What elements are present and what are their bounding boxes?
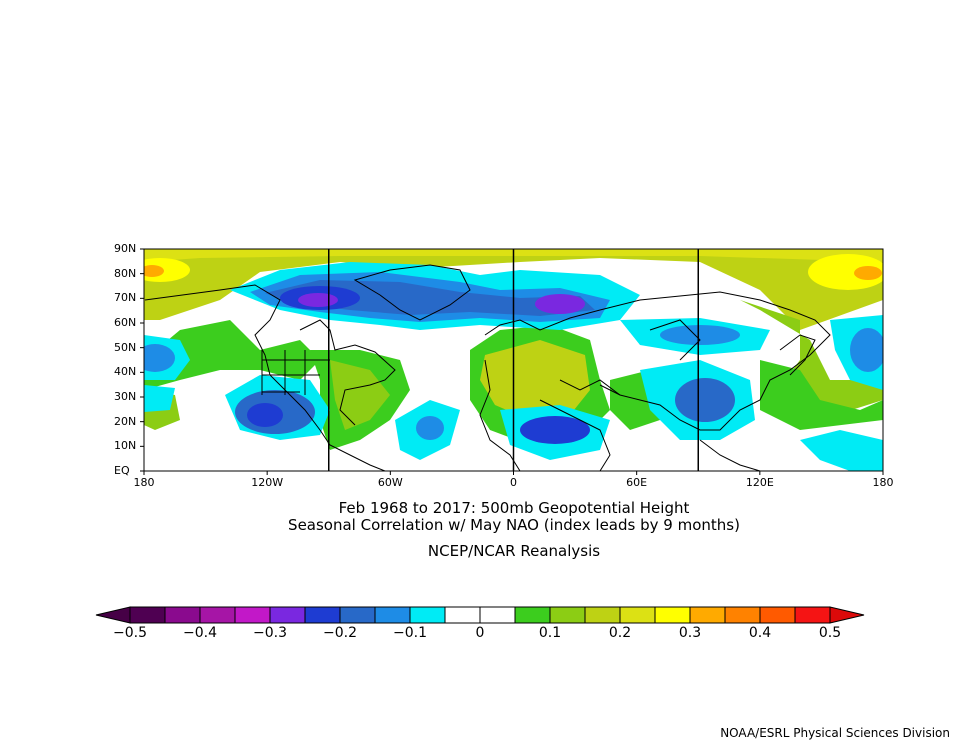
axis-ticks — [140, 248, 884, 475]
lon-label: 60W — [377, 476, 403, 489]
lat-label: 30N — [114, 390, 137, 403]
lon-label: 120E — [745, 476, 774, 489]
lat-label: 70N — [114, 291, 137, 305]
colorbar-swatch-15 — [654, 606, 691, 624]
colorbar-swatch-7 — [374, 606, 411, 624]
colorbar-tick-label: 0 — [475, 625, 485, 641]
colorbar-right-arrow — [829, 606, 865, 624]
colorbar-swatch-3 — [234, 606, 271, 624]
colorbar-swatch-9 — [444, 606, 481, 624]
colorbar-swatch-6 — [339, 606, 376, 624]
colorbar-swatch-5 — [304, 606, 341, 624]
lon-label: 180 — [133, 476, 155, 489]
colorbar-swatch-18 — [759, 606, 796, 624]
correlation-field — [144, 249, 883, 471]
colorbar-tick-label: 0.3 — [678, 625, 702, 641]
colorbar-swatch-4 — [269, 606, 306, 624]
colorbar-swatch-12 — [549, 606, 586, 624]
lat-label: 60N — [114, 316, 137, 329]
colorbar-swatch-0 — [129, 606, 166, 624]
colorbar-swatch-14 — [619, 606, 656, 624]
colorbar-swatch-17 — [724, 606, 761, 624]
colorbar-tick-label: −0.4 — [183, 625, 217, 641]
title-line-2: Seasonal Correlation w/ May NAO (index l… — [288, 516, 740, 534]
colorbar-swatch-19 — [794, 606, 831, 624]
lat-label: 80N — [114, 266, 137, 280]
lon-label: 0 — [510, 476, 517, 489]
lon-label: 60E — [626, 476, 648, 489]
colorbar-swatch-13 — [584, 606, 621, 624]
colorbar-tick-label: 0.1 — [538, 625, 562, 641]
colorbar-swatch-1 — [164, 606, 201, 624]
lon-label: 180 — [872, 476, 894, 489]
negative-anomaly-regions — [144, 262, 883, 471]
colorbar-swatch-16 — [689, 606, 726, 624]
lat-label: 10N — [114, 439, 137, 453]
colorbar-tick-label: −0.5 — [113, 625, 147, 641]
colorbar-tick-label: −0.1 — [393, 625, 427, 641]
title-line-3: NCEP/NCAR Reanalysis — [427, 542, 601, 560]
lat-label: 90N — [114, 242, 137, 255]
coastlines — [144, 264, 831, 471]
colorbar-swatch-8 — [409, 606, 446, 624]
colorbar-tick-label: 0.5 — [818, 625, 842, 641]
colorbar-tick-label: −0.3 — [253, 625, 287, 641]
colorbar-left-arrow — [95, 606, 131, 624]
meridian-dividers — [328, 249, 699, 471]
colorbar-swatch-2 — [199, 606, 236, 624]
lat-label: EQ — [114, 464, 130, 477]
lat-label: 20N — [114, 414, 137, 428]
title-line-1: Feb 1968 to 2017: 500mb Geopotential Hei… — [338, 499, 690, 517]
credit-text: NOAA/ESRL Physical Sciences Division — [720, 726, 950, 740]
colorbar-tick-label: 0.2 — [608, 625, 632, 641]
colorbar-tick-label: 0.4 — [748, 625, 772, 641]
colorbar-swatch-10 — [479, 606, 516, 624]
colorbar-swatch-11 — [514, 606, 551, 624]
lon-label: 120W — [251, 476, 284, 489]
colorbar-tick-label: −0.2 — [323, 625, 357, 641]
lat-label: 50N — [114, 340, 137, 354]
colorbar — [95, 606, 865, 624]
lat-label: 40N — [114, 365, 137, 379]
